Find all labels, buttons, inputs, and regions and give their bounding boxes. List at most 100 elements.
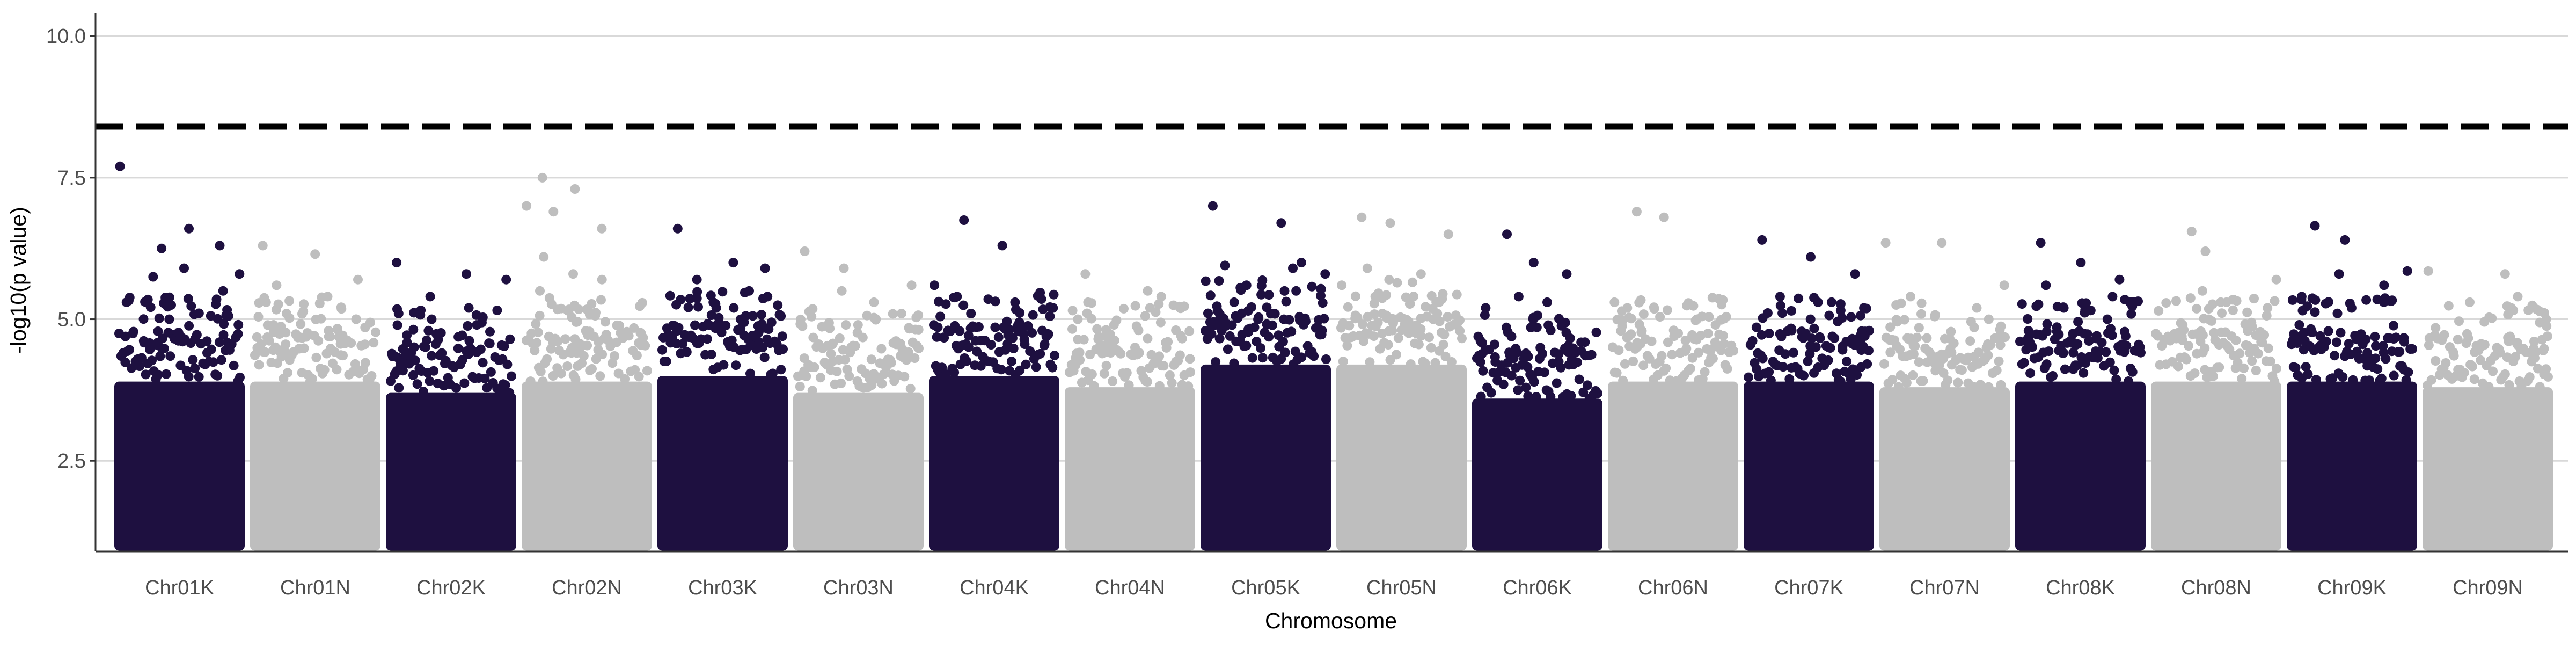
data-point	[1856, 329, 1866, 339]
data-point	[614, 321, 625, 331]
data-point	[1102, 347, 1111, 357]
data-point	[2448, 347, 2458, 357]
data-point	[190, 334, 200, 344]
x-tick-label: Chr05N	[1366, 577, 1437, 599]
data-point	[552, 304, 562, 315]
data-point	[2364, 375, 2374, 386]
data-point	[1426, 343, 1436, 353]
data-point	[692, 293, 702, 303]
data-point	[1486, 388, 1496, 398]
data-point	[1094, 331, 1104, 341]
data-point	[273, 299, 283, 309]
data-point	[914, 343, 924, 353]
data-point	[1718, 295, 1728, 305]
data-point	[282, 348, 292, 358]
data-point	[1624, 341, 1635, 352]
data-point	[556, 368, 566, 379]
peak-point	[2041, 280, 2051, 290]
data-point	[1420, 358, 1430, 368]
data-point	[835, 333, 845, 343]
data-point	[1975, 380, 1986, 390]
data-point	[1685, 364, 1695, 374]
peak-point	[906, 280, 917, 290]
data-point	[795, 319, 806, 329]
peak-point	[1659, 212, 1669, 222]
data-point	[1983, 350, 1993, 360]
peak-point	[1775, 292, 1785, 302]
data-point	[360, 358, 370, 368]
data-point	[1205, 290, 1216, 301]
peak-point	[1370, 292, 1380, 302]
data-point	[1274, 330, 1284, 340]
data-point	[776, 311, 786, 321]
data-point	[2073, 317, 2083, 327]
data-point	[415, 310, 426, 320]
data-point	[2124, 376, 2134, 386]
data-point	[1035, 348, 1045, 359]
data-point	[1295, 315, 1305, 325]
peak-point	[1109, 320, 1119, 330]
data-point	[2235, 348, 2245, 359]
data-point	[678, 339, 688, 349]
peak-point	[1972, 303, 1982, 313]
data-point	[1591, 327, 1601, 337]
data-point	[1279, 314, 1289, 324]
data-point	[2247, 356, 2257, 366]
data-point	[2362, 348, 2373, 358]
data-point	[184, 321, 194, 331]
data-point	[1837, 313, 1847, 323]
data-point	[1008, 343, 1019, 353]
peak-point	[2465, 297, 2475, 307]
data-point	[1784, 374, 1795, 384]
data-point	[1680, 336, 1690, 345]
data-point	[2470, 347, 2480, 357]
data-point	[745, 368, 755, 379]
x-tick-label: Chr07N	[1909, 577, 1980, 599]
data-point	[2426, 375, 2436, 385]
data-point	[2505, 331, 2515, 341]
data-point	[587, 299, 597, 309]
peak-point	[2263, 303, 2273, 313]
data-point	[2301, 362, 2311, 372]
data-point	[206, 344, 216, 354]
peak-point	[763, 292, 773, 302]
dense-points-band	[2151, 381, 2281, 551]
data-point	[1908, 339, 1919, 349]
data-point	[1167, 378, 1177, 388]
dense-points-band	[1744, 381, 1874, 551]
data-point	[913, 324, 924, 335]
peak-point	[258, 241, 268, 251]
data-point	[1523, 391, 1533, 401]
data-point	[1523, 362, 1533, 372]
data-point	[2443, 301, 2454, 311]
data-point	[1918, 376, 1928, 386]
data-point	[850, 341, 860, 351]
data-point	[1480, 310, 1490, 320]
data-point	[2299, 345, 2309, 355]
data-point	[1175, 350, 1185, 360]
data-point	[1554, 357, 1564, 367]
data-point	[986, 340, 996, 350]
peak-point	[2125, 297, 2135, 307]
data-point	[1392, 278, 1402, 288]
data-point	[367, 371, 377, 381]
peak-point	[672, 223, 683, 234]
data-point	[913, 310, 924, 321]
data-point	[1661, 363, 1671, 373]
data-point	[2287, 295, 2297, 305]
data-point	[983, 294, 993, 304]
data-point	[1307, 281, 1317, 292]
data-point	[1574, 374, 1584, 384]
data-point	[1042, 329, 1052, 339]
data-point	[135, 361, 145, 371]
data-point	[1856, 310, 1865, 321]
data-point	[1554, 314, 1564, 324]
data-point	[1154, 299, 1164, 309]
peak-point	[1631, 207, 1642, 217]
data-point	[683, 302, 693, 312]
peak-point	[839, 263, 849, 273]
data-point	[486, 367, 496, 377]
data-point	[526, 328, 537, 338]
peak-point	[1357, 212, 1367, 222]
